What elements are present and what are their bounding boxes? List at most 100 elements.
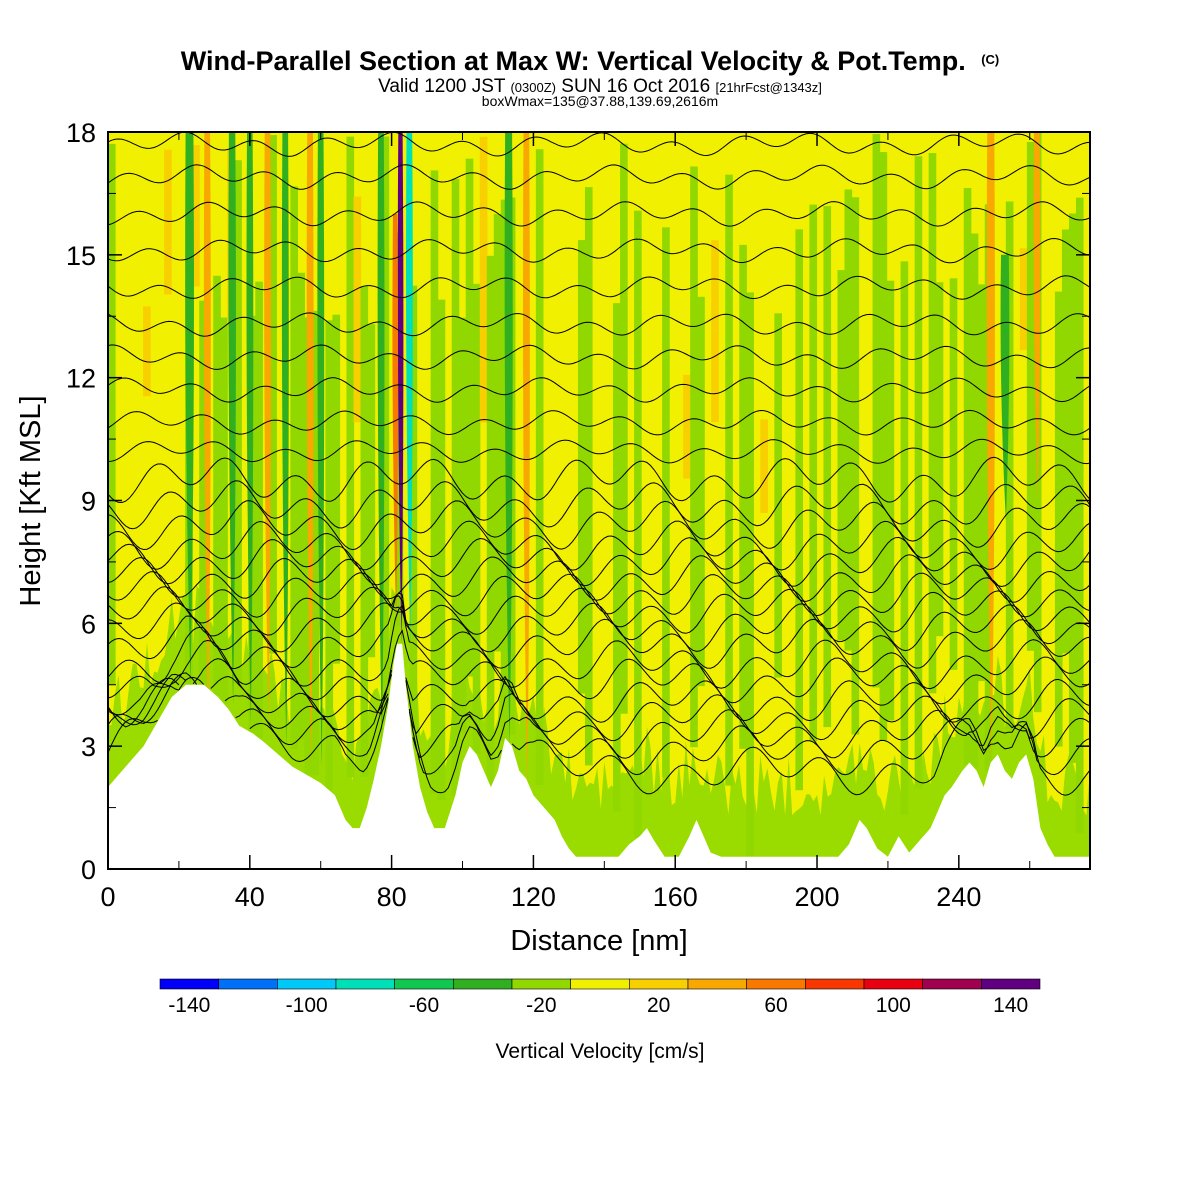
velocity-band: [844, 189, 853, 651]
velocity-band: [1026, 142, 1035, 651]
velocity-band: [620, 143, 628, 714]
theta-contour: [108, 536, 1090, 588]
theta-contours: [108, 132, 1090, 796]
velocity-band: [234, 160, 242, 684]
velocity-band: [437, 299, 446, 800]
theta-contour: [108, 586, 1090, 636]
colorbar-swatch: [511, 978, 571, 990]
velocity-band: [683, 374, 691, 479]
velocity-band: [760, 419, 768, 513]
colorbar-tick-label: -60: [409, 994, 439, 1017]
velocity-band: [346, 136, 355, 778]
velocity-band: [935, 282, 944, 637]
low-level-velocity: [108, 556, 1090, 869]
x-tick-label: 0: [100, 882, 115, 912]
valid-prefix: Valid 1200 JST: [378, 76, 506, 97]
theta-contour: [108, 592, 1090, 669]
velocity-band: [381, 136, 390, 723]
velocity-band: [164, 149, 172, 295]
y-tick-label: 6: [81, 609, 96, 639]
velocity-band: [1005, 201, 1014, 730]
velocity-band: [977, 284, 986, 682]
colorbar-swatch: [687, 978, 747, 990]
velocity-band: [963, 188, 972, 766]
velocity-band: [613, 303, 621, 812]
colorbar-label: Vertical Velocity [cm/s]: [496, 1040, 705, 1063]
colorbar-tick-label: -100: [286, 994, 328, 1017]
theta-contour: [108, 237, 1090, 264]
theta-contour: [108, 658, 1090, 723]
theta-contour: [108, 409, 1090, 436]
velocity-band: [872, 134, 881, 688]
theta-contour: [108, 201, 1090, 227]
velocity-band: [837, 270, 846, 641]
colorbar-tick-label: 100: [876, 994, 911, 1017]
velocity-band: [809, 204, 818, 742]
y-tick-label: 15: [66, 241, 96, 271]
velocity-features: [185, 132, 1041, 788]
velocity-band: [500, 199, 509, 742]
velocity-band: [928, 153, 937, 694]
velocity-band: [220, 317, 228, 704]
x-axis: 0 40 80 120 160 200 240: [100, 132, 1031, 912]
x-tick-label: 80: [377, 882, 407, 912]
velocity-band: [690, 166, 698, 748]
theta-contour: [108, 571, 1090, 618]
box-info: boxWmax=135@37.88,139.69,2616m: [482, 93, 718, 109]
forecast-info: [21hrFcst@1343z]: [715, 80, 821, 95]
velocity-feature: [203, 132, 211, 726]
velocity-band: [823, 206, 832, 728]
velocity-band: [143, 306, 151, 397]
velocity-band: [367, 324, 376, 658]
velocity-band: [584, 187, 593, 766]
velocity-band: [353, 196, 362, 423]
theta-contour: [108, 275, 1090, 300]
velocity-band: [458, 317, 467, 734]
velocity-band: [479, 136, 488, 423]
velocity-band: [634, 210, 642, 838]
velocity-feature: [377, 132, 385, 747]
velocity-feature: [264, 132, 272, 726]
velocity-band: [360, 285, 369, 777]
colorbar-tick-label: 140: [993, 994, 1028, 1017]
velocity-feature: [397, 132, 404, 644]
velocity-band: [1054, 291, 1063, 747]
colorbar-swatch: [277, 978, 337, 990]
velocity-feature: [504, 132, 513, 747]
colorbar-swatch: [570, 978, 630, 990]
theta-contour: [108, 629, 1090, 705]
velocity-band: [199, 300, 207, 685]
velocity-band: [465, 158, 474, 677]
colorbar-swatch: [335, 978, 395, 990]
velocity-band: [662, 227, 670, 778]
colorbar-swatch: [218, 978, 278, 990]
y-tick-label: 0: [81, 855, 96, 885]
x-tick-label: 40: [235, 882, 265, 912]
chart-title-text: Wind-Parallel Section at Max W: Vertical…: [181, 46, 966, 76]
velocity-band: [1019, 248, 1028, 351]
velocity-band: [325, 320, 334, 791]
velocity-band: [1061, 229, 1070, 654]
y-tick-label: 3: [81, 732, 96, 762]
colorbar-swatch: [863, 978, 923, 990]
velocity-band: [311, 310, 320, 776]
colorbar-tick-label: 20: [647, 994, 670, 1017]
theta-contour: [108, 480, 1090, 530]
velocity-feature: [306, 132, 314, 767]
theta-contour: [108, 344, 1090, 370]
velocity-feature: [185, 132, 194, 685]
terrain-mask: [108, 643, 1090, 869]
velocity-band: [725, 174, 733, 786]
velocity-band: [535, 149, 544, 786]
velocity-band: [739, 244, 747, 749]
velocity-band: [332, 314, 341, 664]
colorbar-tick-label: -140: [168, 994, 210, 1017]
theta-contour: [108, 438, 1090, 465]
velocity-feature: [1000, 254, 1010, 522]
x-tick-label: 160: [653, 882, 698, 912]
colorbar-tick-label: -20: [526, 994, 556, 1017]
theta-contour: [108, 164, 1090, 190]
velocity-band: [269, 135, 277, 654]
velocity-band: [255, 281, 263, 739]
velocity-feature: [228, 132, 236, 706]
